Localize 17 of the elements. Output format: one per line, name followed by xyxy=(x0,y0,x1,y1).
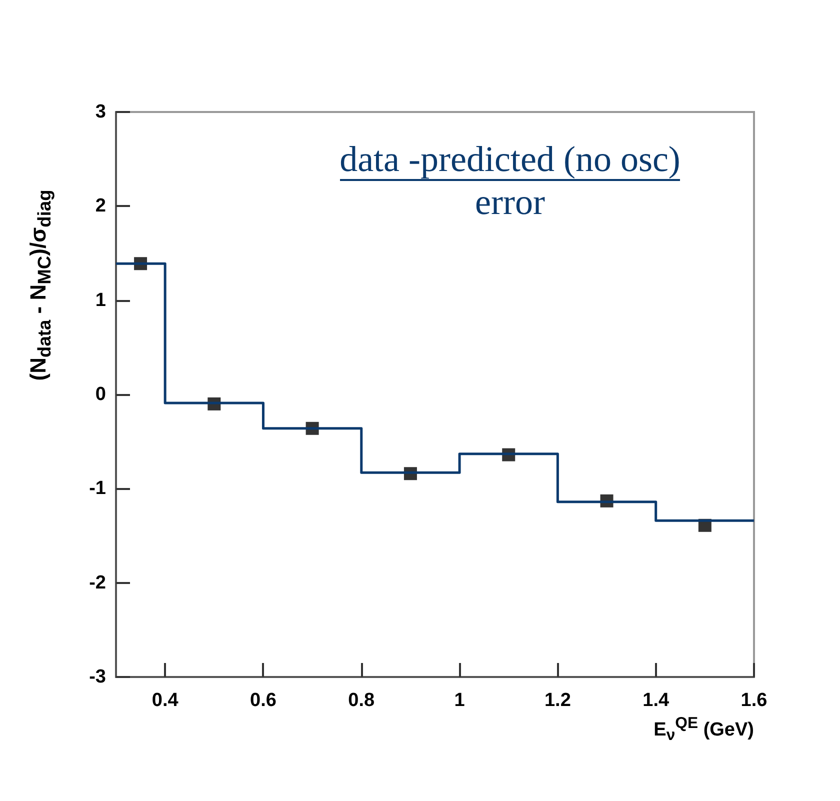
y-tick-label: 1 xyxy=(95,290,106,311)
x-axis-title: E$_{ν}$$^{QE}$ (GeV) xyxy=(654,715,754,746)
annotation: data -predicted (no osc) xyxy=(340,139,680,181)
y-tick-label: 0 xyxy=(95,384,106,405)
x-tick-label: 1 xyxy=(454,690,466,711)
y-tick-label: -3 xyxy=(89,666,106,688)
y-tick-label: -2 xyxy=(89,572,106,594)
x-tick-label: 0.4 xyxy=(152,690,179,711)
x-tick-label: 1.6 xyxy=(740,690,768,711)
x-tick-label: 0.6 xyxy=(250,690,276,711)
x-tick-label: 1.2 xyxy=(544,690,571,711)
x-tick-label: 1.4 xyxy=(642,690,670,711)
y-tick-label: 2 xyxy=(95,196,106,217)
y-tick-label: 3 xyxy=(95,102,106,122)
y-tick-label: -1 xyxy=(89,478,106,500)
annotation: error xyxy=(474,181,546,223)
x-tick-label: 0.8 xyxy=(348,690,375,711)
